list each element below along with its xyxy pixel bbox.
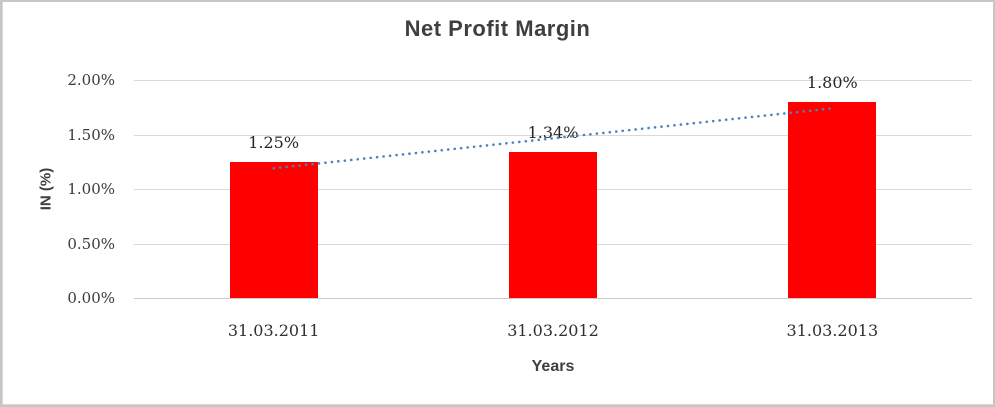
x-axis-title: Years xyxy=(531,358,575,375)
x-axis-category-label: 31.03.2012 xyxy=(507,321,599,340)
y-axis-tick-label: 0.50% xyxy=(67,234,115,253)
x-axis-category-label: 31.03.2013 xyxy=(786,321,879,340)
bar xyxy=(229,161,318,298)
gridline xyxy=(134,80,972,81)
chart-title: Net Profit Margin xyxy=(404,16,591,41)
y-axis-tick-label: 0.00% xyxy=(67,289,115,307)
y-axis-tick-label: 1.00% xyxy=(67,180,115,198)
bar xyxy=(509,151,597,298)
bar-value-label: 1.34% xyxy=(527,122,579,142)
y-axis-tick-label: 1.50% xyxy=(67,125,115,144)
x-axis-line xyxy=(134,298,972,299)
bar-value-label: 1.80% xyxy=(806,72,858,92)
x-axis-category-label: 31.03.2011 xyxy=(227,321,320,340)
bar xyxy=(788,101,877,298)
bar-value-label: 1.25% xyxy=(248,132,300,152)
y-axis-tick-label: 2.00% xyxy=(67,71,115,89)
